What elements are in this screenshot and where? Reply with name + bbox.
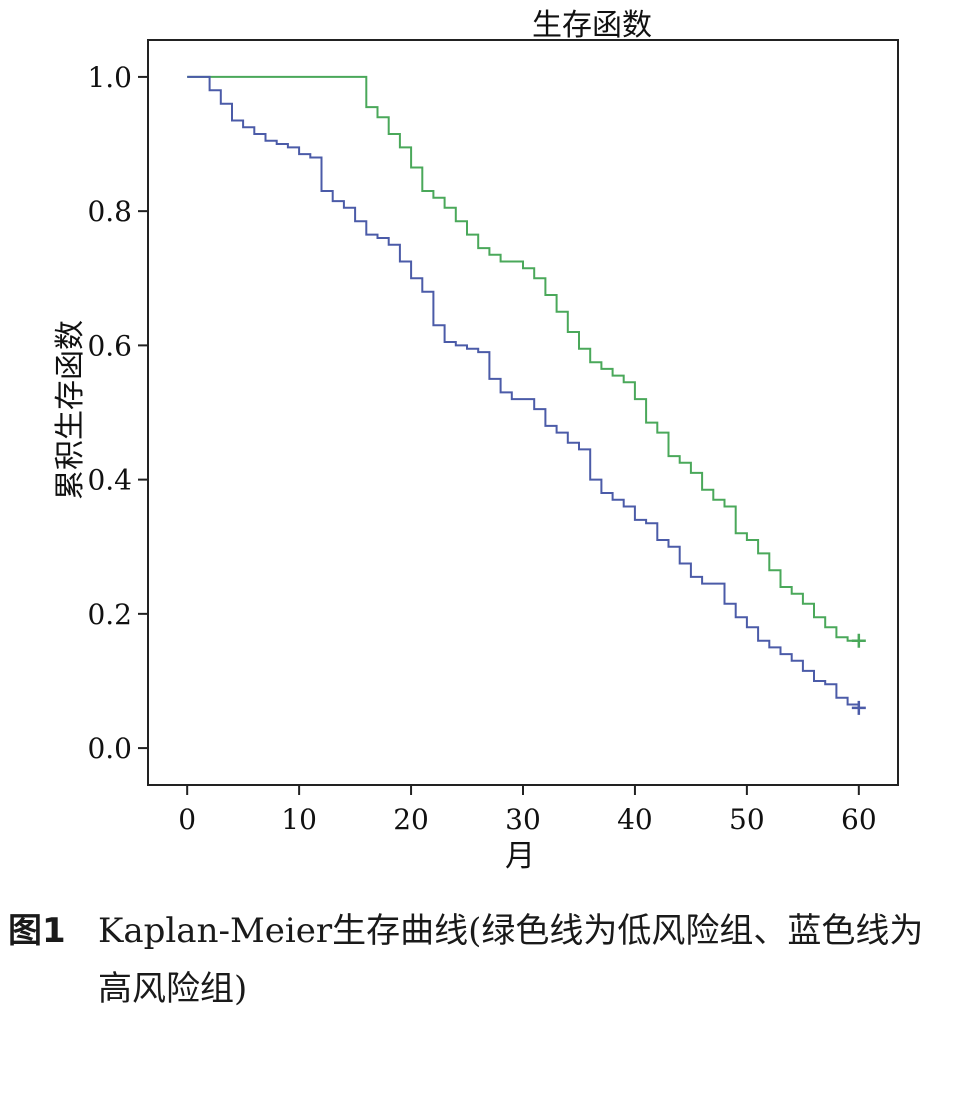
- caption-figure-number: 图1: [8, 911, 66, 951]
- y-tick-label: 0.2: [87, 598, 132, 631]
- x-tick-label: 50: [729, 803, 765, 836]
- x-tick-label: 60: [841, 803, 877, 836]
- figure-caption: 图1 Kaplan-Meier生存曲线(绿色线为低风险组、蓝色线为 高风险组): [8, 902, 958, 1018]
- x-axis-label: 月: [505, 839, 535, 874]
- y-tick-label: 0.0: [87, 732, 132, 765]
- plot-frame: [147, 39, 899, 786]
- x-tick-label: 40: [617, 803, 653, 836]
- censor-mark-1: [851, 633, 866, 648]
- caption-text-line2: 高风险组): [98, 969, 248, 1009]
- y-tick-label: 0.4: [87, 464, 132, 497]
- x-tick-label: 10: [281, 803, 317, 836]
- x-tick-label: 0: [178, 803, 196, 836]
- y-axis-label: 累积生存函数: [53, 320, 88, 500]
- y-tick-label: 1.0: [87, 61, 132, 94]
- censor-mark-2: [851, 700, 866, 715]
- y-tick-label: 0.6: [87, 329, 132, 362]
- kaplan-meier-chart: 生存函数 0 10 20 30 40 50 60 0.0 0.2 0.4 0.6 0.8 1.0 月 累…: [53, 8, 899, 874]
- survival-curve-2: [187, 75, 860, 708]
- caption-text-line1: Kaplan-Meier生存曲线(绿色线为低风险组、蓝色线为: [98, 911, 924, 951]
- chart-title: 生存函数: [532, 8, 652, 43]
- survival-curve-1: [187, 75, 859, 642]
- axes: 0 10 20 30 40 50 60 0.0 0.2 0.4 0.6 0.8 1.0: [87, 61, 876, 836]
- x-tick-label: 20: [393, 803, 429, 836]
- y-tick-label: 0.8: [87, 195, 132, 228]
- x-tick-label: 30: [505, 803, 541, 836]
- series-layer: [187, 75, 866, 715]
